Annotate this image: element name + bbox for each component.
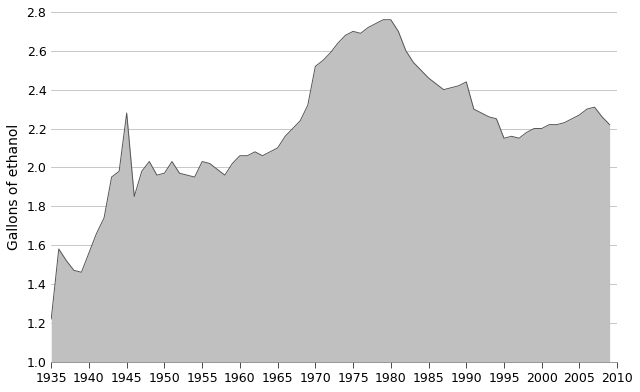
Y-axis label: Gallons of ethanol: Gallons of ethanol bbox=[7, 123, 21, 250]
